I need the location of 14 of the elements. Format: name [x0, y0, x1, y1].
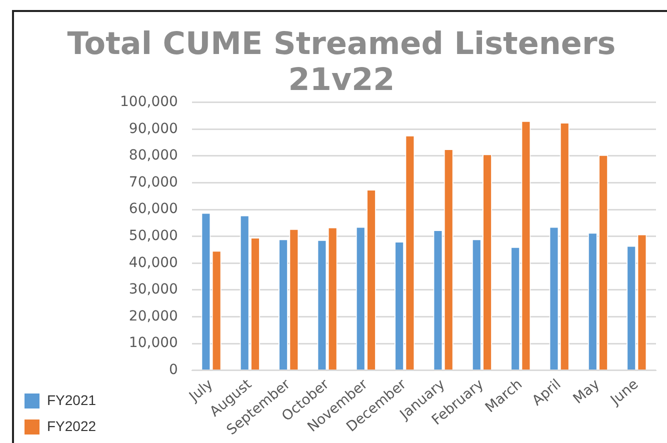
- y-tick-label: 70,000: [128, 174, 178, 190]
- legend-label: FY2022: [47, 418, 96, 434]
- y-tick-label: 10,000: [128, 335, 178, 352]
- y-tick-label: 30,000: [128, 282, 178, 298]
- y-tick-label: 0: [169, 362, 178, 378]
- legend-label: FY2021: [47, 392, 96, 408]
- y-tick-label: 90,000: [128, 120, 178, 137]
- y-tick-label: 40,000: [128, 254, 178, 271]
- y-tick-label: 20,000: [128, 308, 178, 324]
- y-tick-label: 50,000: [128, 228, 178, 244]
- y-tick-label: 100,000: [120, 94, 178, 110]
- y-tick-label: 60,000: [128, 201, 178, 218]
- x-tick-label: May: [570, 376, 603, 408]
- y-tick-label: 80,000: [128, 148, 178, 164]
